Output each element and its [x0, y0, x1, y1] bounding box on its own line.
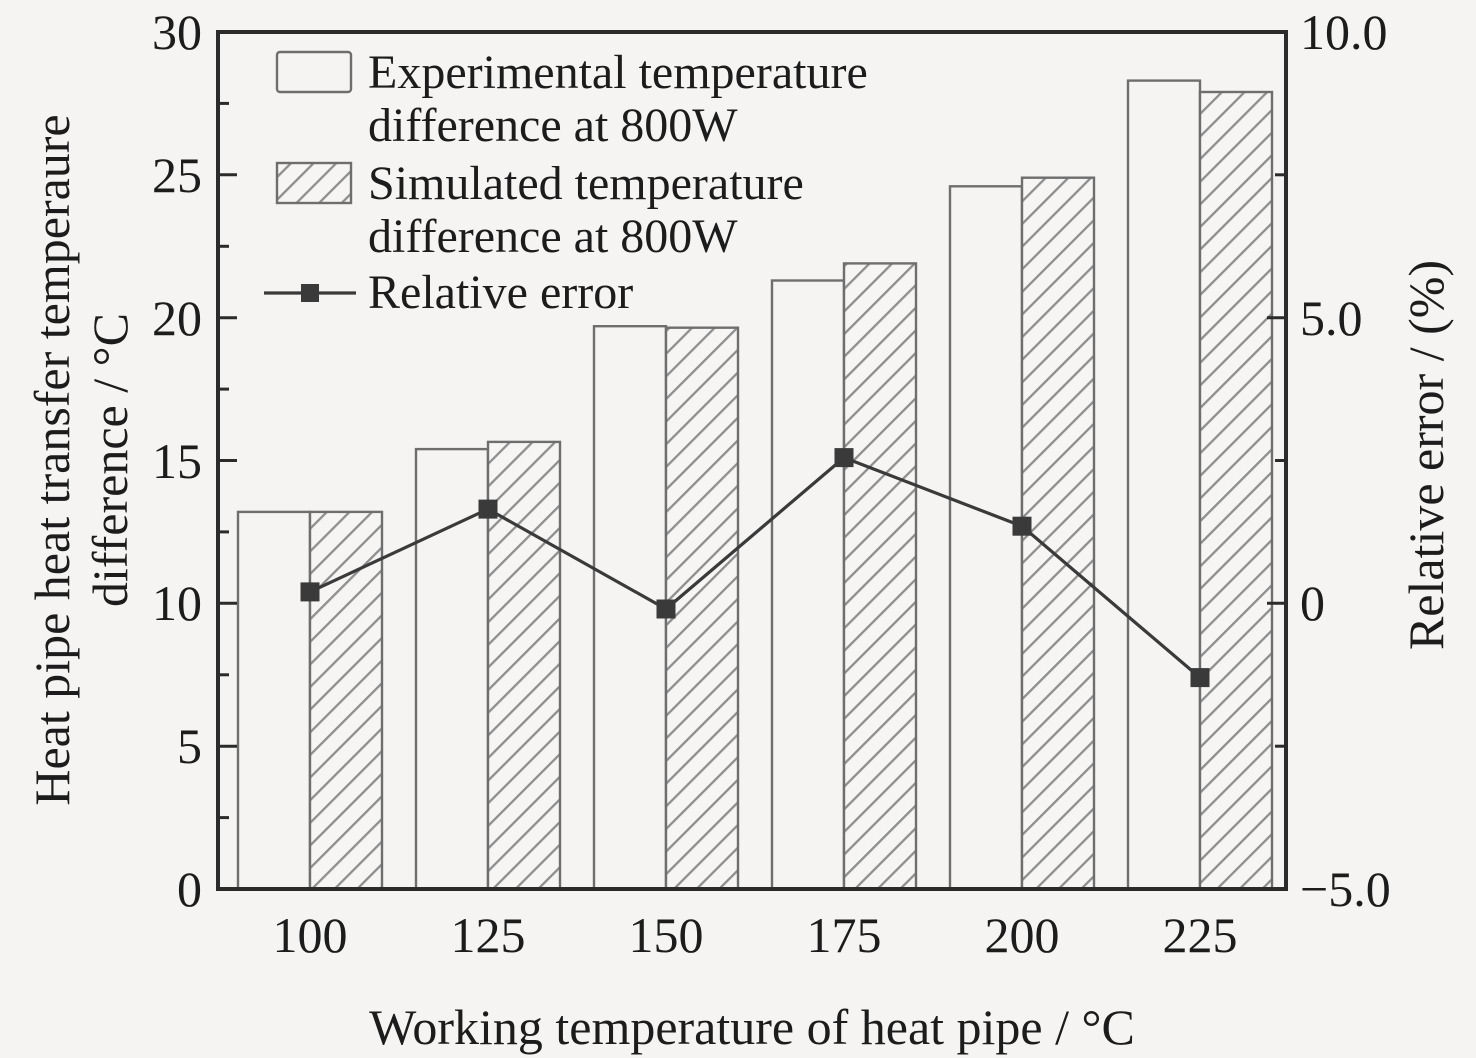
simulated-bar-125	[486, 440, 562, 891]
x-tick-label: 175	[806, 907, 882, 963]
left-y-tick-label: 5	[177, 718, 202, 775]
simulated-bar-100	[308, 510, 384, 891]
x-tick-label: 125	[450, 907, 526, 963]
right-y-tick-label: 10.0	[1300, 4, 1388, 60]
relative-error-marker-100	[300, 582, 320, 602]
x-axis-title: Working temperature of heat pipe / °C	[369, 999, 1135, 1055]
relative-error-line-layer	[300, 448, 1210, 688]
left-y-tick-label: 0	[177, 861, 202, 917]
left-y-tick-label: 15	[152, 432, 202, 489]
plot-frame	[216, 30, 1288, 891]
experimental-bar-150	[592, 325, 668, 891]
legend-label-experimental-line1: Experimental temperature	[368, 46, 868, 99]
simulated-bar-175	[842, 262, 918, 891]
relative-error-marker-125	[478, 499, 498, 519]
experimental-bar-225	[1126, 79, 1202, 891]
legend-swatch-relative-error-line	[264, 284, 356, 302]
right-y-tick-label: 0	[1300, 575, 1325, 632]
experimental-bar-125	[414, 447, 490, 891]
legend-label-simulated-line2: difference at 800W	[368, 210, 738, 263]
legend-label-experimental-line2: difference at 800W	[368, 99, 738, 152]
right-y-tick-label: −5.0	[1300, 861, 1391, 917]
x-tick-label: 200	[984, 907, 1060, 963]
experimental-bar-175	[770, 279, 846, 891]
legend	[264, 50, 356, 302]
left-y-tick-label: 20	[152, 289, 202, 346]
x-tick-label: 225	[1162, 907, 1238, 963]
experimental-bar-200	[948, 185, 1024, 891]
legend-swatch-simulated-bar	[275, 161, 353, 205]
relative-error-marker-225	[1190, 668, 1210, 688]
right-y-tick-label: 5.0	[1300, 289, 1363, 346]
relative-error-marker-150	[656, 599, 676, 619]
left-y-tick-label: 25	[152, 146, 202, 203]
legend-swatch-experimental-bar	[275, 50, 353, 94]
x-tick-label: 100	[272, 907, 348, 963]
relative-error-marker-175	[834, 448, 854, 468]
left-y-tick-label: 30	[152, 4, 202, 60]
left-y-tick-label: 10	[152, 575, 202, 632]
square-marker-icon	[301, 284, 319, 302]
relative-error-line	[309, 455, 1202, 679]
simulated-bar-200	[1020, 176, 1096, 891]
x-tick-label: 150	[628, 907, 704, 963]
bars-layer	[236, 79, 1274, 891]
right-y-axis-title: Relative error / (%)	[1398, 259, 1454, 651]
relative-error-marker-200	[1012, 516, 1032, 536]
legend-label-relative-error: Relative error	[368, 266, 634, 319]
legend-label-simulated-line1: Simulated temperature	[368, 157, 804, 210]
simulated-bar-225	[1198, 90, 1274, 891]
simulated-bar-150	[664, 326, 740, 891]
experimental-bar-100	[236, 510, 312, 891]
